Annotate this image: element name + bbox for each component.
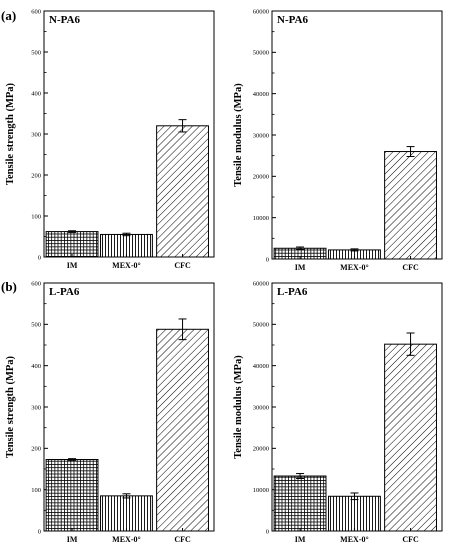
bar-im [273,475,327,532]
y-tick-label: 40000 [253,91,269,98]
y-tick-label: 500 [31,49,41,56]
y-tick-label: 30000 [253,404,269,411]
y-tick-label: 400 [31,363,41,370]
x-tick-label: IM [67,261,78,270]
y-tick-label: 200 [31,172,41,179]
bar-im [45,458,99,532]
y-tick-label: 200 [31,446,41,453]
y-tick-label: 40000 [253,363,269,370]
chart-l-pa6-modulus: 0 10000 20000 30000 40000 50000 60000 IM MEX-0° C… [233,280,443,544]
x-tick-label: MEX-0° [340,535,369,544]
bar-mex-0- [100,495,153,532]
chart-title: N-PA6 [49,14,80,26]
y-tick-label: 0 [266,256,269,263]
chart-title: N-PA6 [277,14,308,26]
bar-cfc [156,125,209,258]
y-tick-label: 400 [31,90,41,97]
x-tick-label: IM [295,535,306,544]
chart-n-pa6-strength: 0 100 200 300 400 500 600 IM MEX-0° CFC N-PA6 Tensi… [5,8,215,270]
y-tick-label: 50000 [253,50,269,57]
bar-cfc [384,151,437,260]
x-tick-label: CFC [174,261,191,270]
y-tick-label: 0 [38,254,41,261]
y-tick-label: 50000 [253,322,269,329]
x-tick-label: MEX-0° [340,263,369,272]
x-tick-label: CFC [402,535,419,544]
bar-cfc [156,328,209,532]
y-tick-label: 60000 [253,8,269,15]
y-axis-label: Tensile strength (MPa) [5,82,16,185]
chart-title: L-PA6 [277,286,308,298]
y-axis-label: Tensile modulus (MPa) [233,355,244,459]
x-tick-label: IM [67,535,78,544]
chart-l-pa6-strength: 0 100 200 300 400 500 600 IM MEX-0° CFC L-PA6 Tensi… [5,280,215,544]
x-tick-label: MEX-0° [112,535,141,544]
x-tick-label: MEX-0° [112,261,141,270]
y-tick-label: 100 [31,487,41,494]
y-tick-label: 30000 [253,132,269,139]
panel-label-b: (b) [1,279,17,294]
y-tick-label: 10000 [253,487,269,494]
y-tick-label: 60000 [253,280,269,287]
y-tick-label: 100 [31,213,41,220]
y-tick-label: 10000 [253,215,269,222]
y-tick-label: 600 [31,280,41,287]
y-tick-label: 20000 [253,446,269,453]
bar-im [45,231,99,258]
bar-mex-0- [100,233,153,258]
bar-cfc [384,343,437,532]
x-tick-label: CFC [402,263,419,272]
y-axis-label: Tensile modulus (MPa) [233,83,244,187]
panel-label-a: (a) [1,8,16,23]
y-tick-label: 500 [31,322,41,329]
y-tick-label: 300 [31,131,41,138]
y-tick-label: 20000 [253,174,269,181]
chart-title: L-PA6 [49,286,80,298]
chart-n-pa6-modulus: 0 10000 20000 30000 40000 50000 60000 IM MEX-0° C… [233,8,443,272]
x-tick-label: IM [295,263,306,272]
y-tick-label: 300 [31,404,41,411]
x-tick-label: CFC [174,535,191,544]
bar-mex-0- [328,495,381,532]
y-axis-label: Tensile strength (MPa) [5,355,16,458]
y-tick-label: 600 [31,8,41,15]
y-tick-label: 0 [266,528,269,535]
y-tick-label: 0 [38,528,41,535]
